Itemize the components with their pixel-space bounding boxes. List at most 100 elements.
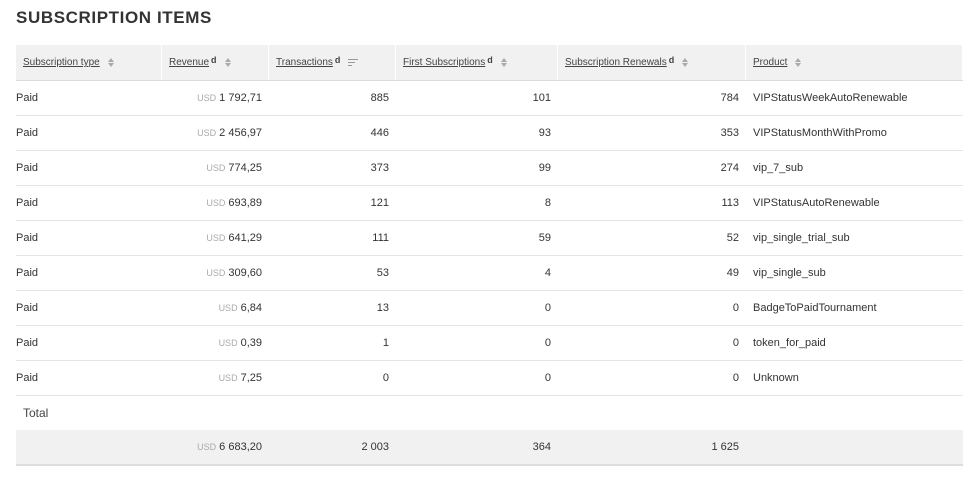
total-revenue-cell: USD 6 683,20: [162, 441, 269, 453]
column-header-transactions[interactable]: Transactions d: [269, 45, 396, 80]
revenue-value: 6,84: [240, 302, 262, 314]
revenue-cell: USD 309,60: [162, 267, 269, 279]
transactions-cell: 121: [370, 197, 389, 209]
renewals-cell: 52: [726, 232, 739, 244]
dimension-marker: d: [211, 54, 217, 65]
currency-label: USD: [218, 338, 238, 348]
subscription-type-cell: Paid: [16, 127, 39, 139]
product-cell: VIPStatusAutoRenewable: [753, 197, 880, 209]
table-row[interactable]: Paid USD 309,60 53 4 49 vip_single_sub: [16, 256, 963, 291]
revenue-cell: USD 641,29: [162, 232, 269, 244]
table-row[interactable]: Paid USD 1 792,71 885 101 784 VIPStatusWeekAut…: [16, 81, 963, 116]
revenue-value: 1 792,71: [219, 92, 262, 104]
renewals-cell: 274: [720, 162, 739, 174]
sort-descending-icon[interactable]: [348, 58, 359, 67]
sort-arrows-icon[interactable]: [795, 58, 802, 67]
renewals-cell: 0: [732, 337, 739, 349]
first-subscriptions-cell: 0: [544, 337, 551, 349]
column-header-subscription-type[interactable]: Subscription type: [16, 45, 162, 80]
subscription-type-cell: Paid: [16, 92, 39, 104]
total-row: USD 6 683,20 2 003 364 1 625: [16, 430, 963, 466]
first-subscriptions-cell: 59: [538, 232, 551, 244]
renewals-cell: 49: [726, 267, 739, 279]
first-subscriptions-cell: 0: [544, 372, 551, 384]
revenue-cell: USD 7,25: [162, 372, 269, 384]
total-label: Total: [23, 406, 49, 420]
subscription-items-table: Subscription type Revenue d Transactions…: [16, 45, 963, 466]
transactions-cell: 53: [376, 267, 389, 279]
currency-label: USD: [197, 128, 217, 138]
revenue-value: 774,25: [228, 162, 262, 174]
transactions-cell: 885: [370, 92, 389, 104]
subscription-type-cell: Paid: [16, 162, 39, 174]
transactions-cell: 0: [382, 372, 389, 384]
renewals-cell: 353: [720, 127, 739, 139]
column-label: First Subscriptions: [403, 57, 486, 68]
product-cell: token_for_paid: [753, 337, 826, 349]
currency-label: USD: [206, 233, 226, 243]
dimension-marker: d: [487, 54, 493, 65]
renewals-cell: 0: [732, 372, 739, 384]
currency-label: USD: [218, 303, 238, 313]
transactions-cell: 111: [372, 232, 389, 244]
product-cell: VIPStatusWeekAutoRenewable: [753, 92, 908, 104]
dimension-marker: d: [334, 54, 341, 65]
total-transactions: 2 003: [361, 441, 389, 453]
revenue-cell: USD 774,25: [162, 162, 269, 174]
revenue-value: 0,39: [240, 337, 262, 349]
column-label: Product: [753, 57, 788, 68]
total-revenue: 6 683,20: [219, 441, 262, 453]
subscription-type-cell: Paid: [16, 372, 39, 384]
table-row[interactable]: Paid USD 641,29 111 59 52 vip_single_trial_sub: [16, 221, 963, 256]
transactions-cell: 13: [376, 302, 389, 314]
revenue-value: 693,89: [228, 197, 262, 209]
subscription-type-cell: Paid: [16, 232, 39, 244]
revenue-cell: USD 2 456,97: [162, 127, 269, 139]
subscription-type-cell: Paid: [16, 267, 39, 279]
sort-arrows-icon[interactable]: [107, 58, 114, 67]
subscription-type-cell: Paid: [16, 197, 39, 209]
revenue-value: 7,25: [240, 372, 262, 384]
table-row[interactable]: Paid USD 2 456,97 446 93 353 VIPStatusMonthWit…: [16, 116, 963, 151]
product-cell: vip_single_sub: [753, 267, 826, 279]
column-header-first-subscriptions[interactable]: First Subscriptions d: [396, 45, 558, 80]
product-cell: Unknown: [753, 372, 799, 384]
currency-label: USD: [206, 268, 226, 278]
total-renewals: 1 625: [711, 441, 739, 453]
column-label: Subscription Renewals: [565, 57, 667, 68]
currency-label: USD: [197, 442, 217, 452]
column-header-revenue[interactable]: Revenue d: [162, 45, 269, 80]
table-row[interactable]: Paid USD 6,84 13 0 0 BadgeToPaidTournament: [16, 291, 963, 326]
revenue-value: 641,29: [228, 232, 262, 244]
revenue-cell: USD 693,89: [162, 197, 269, 209]
first-subscriptions-cell: 4: [544, 267, 551, 279]
currency-label: USD: [218, 373, 238, 383]
first-subscriptions-cell: 99: [538, 162, 551, 174]
table-row[interactable]: Paid USD 774,25 373 99 274 vip_7_sub: [16, 151, 963, 186]
sort-arrows-icon[interactable]: [224, 58, 231, 67]
transactions-cell: 446: [370, 127, 389, 139]
renewals-cell: 0: [732, 302, 739, 314]
first-subscriptions-cell: 0: [544, 302, 551, 314]
sort-arrows-icon[interactable]: [500, 58, 507, 67]
first-subscriptions-cell: 8: [544, 197, 551, 209]
currency-label: USD: [206, 198, 226, 208]
table-body: Paid USD 1 792,71 885 101 784 VIPStatusWeekAut…: [16, 81, 963, 396]
transactions-cell: 373: [370, 162, 389, 174]
sort-arrows-icon[interactable]: [682, 58, 689, 67]
table-row[interactable]: Paid USD 693,89 121 8 113 VIPStatusAutoRenewab…: [16, 186, 963, 221]
first-subscriptions-cell: 101: [532, 92, 551, 104]
revenue-value: 2 456,97: [219, 127, 262, 139]
page-title: SUBSCRIPTION ITEMS: [16, 8, 212, 27]
column-header-product[interactable]: Product: [746, 45, 963, 80]
product-cell: VIPStatusMonthWithPromo: [753, 127, 887, 139]
table-row[interactable]: Paid USD 0,39 1 0 0 token_for_paid: [16, 326, 963, 361]
dimension-marker: d: [668, 54, 675, 65]
column-label: Transactions: [276, 57, 333, 68]
subscription-type-cell: Paid: [16, 302, 39, 314]
currency-label: USD: [206, 163, 226, 173]
revenue-value: 309,60: [228, 267, 262, 279]
column-label: Subscription type: [23, 57, 100, 68]
table-row[interactable]: Paid USD 7,25 0 0 0 Unknown: [16, 361, 963, 396]
column-header-subscription-renewals[interactable]: Subscription Renewals d: [558, 45, 746, 80]
